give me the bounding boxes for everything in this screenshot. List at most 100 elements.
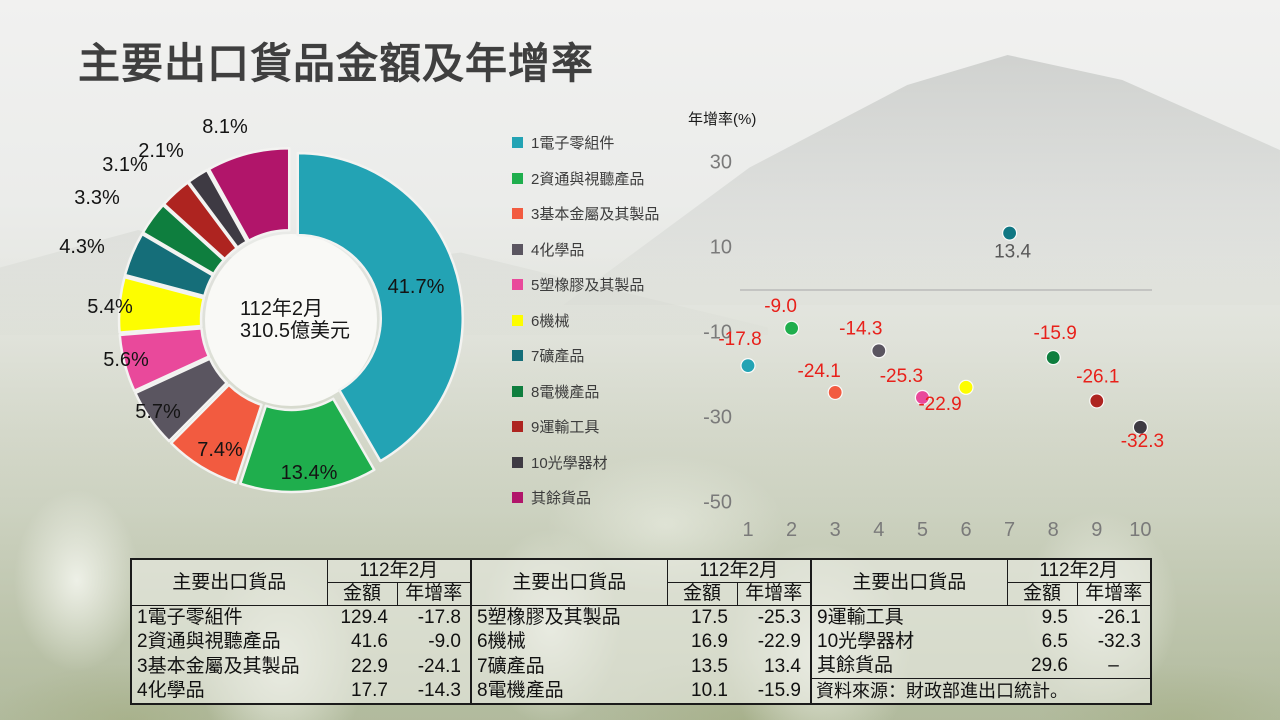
scatter-point-3 bbox=[827, 384, 843, 401]
scatter-point-label: 13.4 bbox=[994, 242, 1031, 263]
x-axis-tick: 9 bbox=[1091, 519, 1102, 541]
amount-cell: 13.5 bbox=[691, 655, 728, 677]
legend-label: 4化學品 bbox=[531, 241, 585, 259]
legend-swatch-icon bbox=[512, 243, 523, 255]
legend-swatch-icon bbox=[512, 421, 523, 433]
product-name-cell: 3基本金屬及其製品 bbox=[137, 655, 300, 677]
legend-label: 3基本金屬及其製品 bbox=[531, 206, 660, 224]
donut-slice-label: 7.4% bbox=[197, 439, 243, 461]
scatter-point-1 bbox=[740, 358, 756, 374]
donut-slice-label: 41.7% bbox=[388, 276, 445, 298]
donut-slice-6 bbox=[117, 275, 206, 334]
amount-cell: 16.9 bbox=[691, 631, 728, 653]
table-row: 2資通與視聽產品 41.6 -9.0 bbox=[131, 630, 471, 654]
scatter-point-6 bbox=[958, 379, 974, 395]
scatter-point-9 bbox=[1089, 393, 1105, 409]
legend-label: 1電子零組件 bbox=[531, 135, 615, 153]
legend-swatch-icon bbox=[512, 208, 523, 220]
scatter-chart: 年增率(%) 30 10 -10 -30 -50 1 2 3 4 5 6 7 8 9 10 -17.8 -9.0… bbox=[680, 100, 1180, 545]
product-name-cell: 8電機產品 bbox=[477, 679, 564, 701]
growth-cell: -22.9 bbox=[757, 631, 801, 653]
donut-center-total: 310.5億美元 bbox=[240, 320, 351, 342]
data-table: 主要出口貨品 112年2月 金額 年增率 1電子零組件 129.4 -17.8 2資通… bbox=[130, 558, 1152, 705]
scatter-point-10 bbox=[1132, 419, 1148, 435]
data-source-note: 資料來源：財政部進出口統計。 bbox=[811, 678, 1151, 704]
legend-item-3: 3基本金屬及其製品 bbox=[512, 196, 659, 232]
table-section-3: 主要出口貨品 112年2月 金額 年增率 9運輸工具 9.5 -26.1 10光學器材… bbox=[810, 558, 1152, 705]
legend-swatch-icon bbox=[512, 172, 523, 184]
growth-cell: -14.3 bbox=[417, 679, 461, 701]
legend-label: 9運輸工具 bbox=[531, 419, 600, 437]
x-axis-tick: 3 bbox=[830, 519, 841, 541]
donut-center-period: 112年2月 bbox=[240, 298, 324, 320]
amount-cell: 17.7 bbox=[351, 679, 388, 701]
scatter-point-5 bbox=[914, 389, 930, 406]
table-header-growth: 年增率 bbox=[1076, 582, 1152, 606]
x-axis-tick: 4 bbox=[873, 519, 884, 541]
table-header-product: 主要出口貨品 bbox=[470, 558, 668, 606]
legend-item-2: 2資通與視聽產品 bbox=[512, 161, 659, 197]
product-name-cell: 6機械 bbox=[477, 631, 526, 653]
table-row: 10光學器材 6.5 -32.3 bbox=[811, 630, 1151, 654]
amount-cell: 22.9 bbox=[351, 655, 388, 677]
scatter-point-label: -14.3 bbox=[839, 318, 882, 339]
legend-label: 8電機產品 bbox=[531, 383, 600, 401]
legend-label: 2資通與視聽產品 bbox=[531, 170, 645, 188]
growth-cell: -25.3 bbox=[757, 607, 801, 629]
legend-item-7: 7礦產品 bbox=[512, 338, 659, 374]
growth-cell: 13.4 bbox=[764, 655, 801, 677]
legend-swatch-icon bbox=[512, 350, 523, 362]
table-header-growth: 年增率 bbox=[736, 582, 812, 606]
legend-item-9: 9運輸工具 bbox=[512, 409, 659, 445]
growth-cell: -32.3 bbox=[1097, 631, 1141, 652]
legend-label: 5塑橡膠及其製品 bbox=[531, 277, 645, 295]
table-row: 1電子零組件 129.4 -17.8 bbox=[131, 606, 471, 631]
donut-slice-4 bbox=[134, 357, 229, 443]
donut-slice-label: 2.1% bbox=[138, 140, 184, 162]
legend-item-8: 8電機產品 bbox=[512, 374, 659, 410]
legend-swatch-icon bbox=[512, 279, 523, 291]
table-row: 3基本金屬及其製品 22.9 -24.1 bbox=[131, 654, 471, 678]
growth-cell: -24.1 bbox=[417, 655, 461, 677]
y-axis-tick: 30 bbox=[710, 152, 732, 174]
product-name-cell: 9運輸工具 bbox=[817, 607, 904, 628]
donut-slice-3 bbox=[169, 383, 263, 484]
growth-cell: -26.1 bbox=[1097, 607, 1141, 628]
legend-item-5: 5塑橡膠及其製品 bbox=[512, 267, 659, 303]
amount-cell: 9.5 bbox=[1041, 607, 1068, 628]
donut-slice-label: 5.4% bbox=[87, 296, 133, 318]
scatter-point-label: -15.9 bbox=[1034, 323, 1077, 344]
table-row: 6機械 16.9 -22.9 bbox=[471, 630, 811, 654]
legend-swatch-icon bbox=[512, 492, 523, 504]
donut-slice-label: 3.3% bbox=[74, 187, 120, 209]
x-axis-tick: 6 bbox=[960, 519, 971, 541]
legend-item-1: 1電子零組件 bbox=[512, 125, 659, 161]
donut-slice-7 bbox=[123, 232, 215, 298]
x-axis-tick: 1 bbox=[742, 519, 753, 541]
scatter-point-label: -17.8 bbox=[718, 329, 761, 350]
x-axis-tick: 10 bbox=[1129, 519, 1151, 541]
y-axis-tick: -30 bbox=[703, 407, 732, 429]
amount-cell: 17.5 bbox=[691, 607, 728, 629]
donut-slice-label: 13.4% bbox=[281, 462, 338, 484]
product-name-cell: 10光學器材 bbox=[817, 631, 915, 652]
legend-swatch-icon bbox=[512, 314, 523, 326]
scatter-chart-svg: 30 10 -10 -30 -50 1 2 3 4 5 6 7 8 9 10 -17.8-9.0 -24.1 -1… bbox=[703, 152, 1164, 542]
scatter-point-label: -26.1 bbox=[1076, 366, 1119, 387]
growth-cell: – bbox=[1108, 655, 1119, 676]
donut-slice-1 bbox=[296, 151, 464, 463]
donut-slice-8 bbox=[141, 203, 226, 276]
table-row: 7礦產品 13.5 13.4 bbox=[471, 654, 811, 678]
donut-slice-5 bbox=[118, 327, 211, 393]
legend-label: 10光學器材 bbox=[531, 454, 608, 472]
table-header-period: 112年2月 bbox=[1006, 558, 1152, 583]
product-name-cell: 1電子零組件 bbox=[137, 607, 243, 629]
legend-label: 6機械 bbox=[531, 312, 570, 330]
x-axis-tick: 5 bbox=[917, 519, 928, 541]
scatter-point-7 bbox=[1002, 225, 1018, 241]
donut-slice-11 bbox=[207, 146, 291, 242]
scatter-point-label: -24.1 bbox=[798, 361, 841, 382]
amount-cell: 129.4 bbox=[340, 607, 388, 629]
table-header-amount: 金額 bbox=[1006, 582, 1078, 606]
